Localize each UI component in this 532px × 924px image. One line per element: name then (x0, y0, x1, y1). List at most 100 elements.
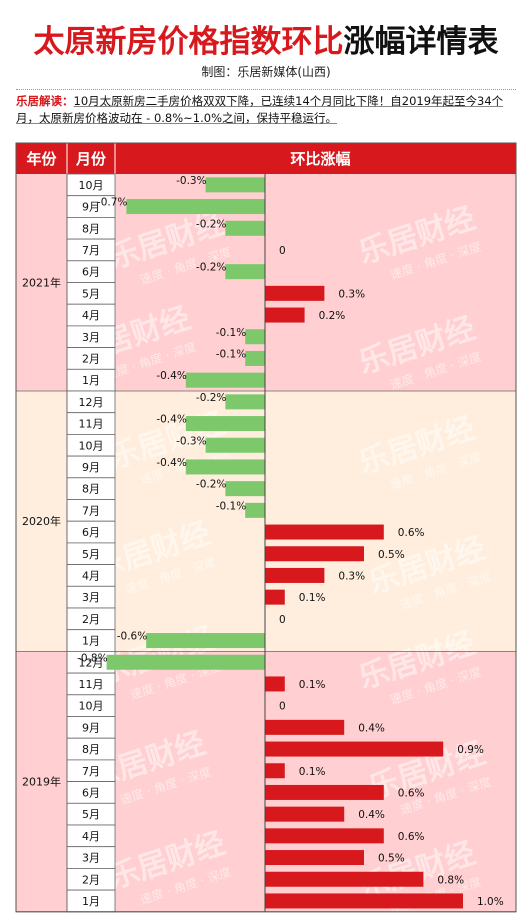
month-label: 1月 (82, 635, 100, 648)
negative-bar (245, 350, 265, 366)
positive-bar (265, 871, 424, 887)
month-label: 3月 (82, 331, 100, 344)
bar-value-label: 0.1% (299, 766, 326, 778)
month-label: 11月 (79, 418, 104, 431)
positive-bar (265, 763, 285, 779)
month-label: 7月 (82, 244, 100, 257)
negative-bar (106, 654, 265, 670)
table-border (15, 142, 517, 913)
bar-value-label: -0.4% (156, 370, 186, 382)
bar-value-label: -0.7% (97, 197, 127, 209)
month-label: 10月 (79, 439, 104, 452)
positive-bar (265, 828, 384, 844)
negative-bar (245, 329, 265, 345)
month-label: 8月 (82, 743, 100, 756)
month-label: 8月 (82, 222, 100, 235)
bar-value-label: 0.2% (319, 310, 346, 322)
bar-value-label: 0 (279, 614, 286, 626)
negative-bar (185, 372, 265, 388)
month-label: 12月 (79, 396, 104, 409)
negative-bar (225, 220, 265, 236)
note-divider (16, 89, 516, 91)
bar-value-label: -0.1% (216, 327, 246, 339)
negative-bar (146, 633, 265, 649)
header-year: 年份 (26, 150, 57, 168)
bar-value-label: 0 (279, 245, 286, 257)
month-label: 7月 (82, 765, 100, 778)
month-label: 7月 (82, 504, 100, 517)
month-label: 9月 (82, 721, 100, 734)
note-label: 乐居解读： (16, 94, 74, 108)
month-label: 2月 (82, 873, 100, 886)
month-label: 8月 (82, 483, 100, 496)
negative-bar (245, 502, 265, 518)
month-label: 6月 (82, 266, 100, 279)
positive-bar (265, 719, 345, 735)
month-label: 11月 (79, 678, 104, 691)
month-label: 6月 (82, 526, 100, 539)
bar-value-label: -0.4% (156, 457, 186, 469)
positive-bar (265, 741, 444, 757)
bar-value-label: 1.0% (477, 896, 504, 908)
analysis-note: 乐居解读：10月太原新房二手房价格双双下降，已连续14个月同比下降！自2019年… (16, 93, 521, 127)
month-label: 4月 (82, 830, 100, 843)
negative-bar (225, 264, 265, 280)
bar-value-label: 0.4% (358, 809, 385, 821)
month-label: 10月 (79, 179, 104, 192)
bar-value-label: -0.2% (196, 218, 226, 230)
negative-bar (185, 416, 265, 432)
table-header-background (16, 143, 516, 174)
bar-value-label: -0.6% (117, 631, 147, 643)
page-title: 太原新房价格指数环比涨幅详情表 (0, 16, 532, 61)
header-month: 月份 (75, 150, 107, 168)
year-label: 2020年 (22, 514, 61, 528)
positive-bar (265, 806, 345, 822)
year-label: 2019年 (22, 775, 61, 789)
bar-value-label: -0.4% (156, 414, 186, 426)
positive-bar (265, 285, 325, 301)
bar-value-label: 0.1% (299, 592, 326, 604)
bar-value-label: 0.9% (457, 744, 484, 756)
bar-value-label: -0.2% (196, 262, 226, 274)
month-label: 1月 (82, 895, 100, 908)
positive-bar (265, 850, 364, 866)
month-label: 3月 (82, 852, 100, 865)
bar-value-label: 0.8% (437, 874, 464, 886)
month-label: 12月 (79, 656, 104, 669)
bar-value-label: 0.6% (398, 787, 425, 799)
positive-bar (265, 546, 364, 562)
month-label: 2月 (82, 352, 100, 365)
negative-bar (225, 481, 265, 497)
title-part-red: 太原新房价格指数环比 (33, 24, 344, 60)
month-label: 1月 (82, 374, 100, 387)
positive-bar (265, 676, 285, 692)
bar-value-label: -0.2% (196, 479, 226, 491)
month-label: 4月 (82, 309, 100, 322)
positive-bar (265, 524, 384, 540)
bar-value-label: -0.3% (176, 435, 206, 447)
bar-value-label: 0.5% (378, 853, 405, 865)
month-label: 9月 (82, 201, 100, 214)
month-label: 4月 (82, 569, 100, 582)
negative-bar (205, 437, 265, 453)
title-part-black: 涨幅详情表 (343, 24, 499, 60)
year-label: 2021年 (22, 276, 61, 290)
header-change: 环比涨幅 (290, 150, 350, 168)
positive-bar (265, 307, 305, 323)
chart-credit: 制图：乐居新媒体(山西) (201, 65, 331, 79)
month-label: 2月 (82, 613, 100, 626)
bar-value-label: 0.3% (338, 288, 365, 300)
negative-bar (126, 199, 266, 215)
month-label: 9月 (82, 461, 100, 474)
month-label: 5月 (82, 287, 100, 300)
bar-value-label: -0.1% (216, 348, 246, 360)
bar-value-label: -0.8% (77, 652, 107, 664)
positive-bar (265, 567, 325, 583)
month-label: 3月 (82, 591, 100, 604)
negative-bar (205, 177, 265, 193)
bar-value-label: -0.2% (196, 392, 226, 404)
note-text: 10月太原新房二手房价格双双下降，已连续14个月同比下降！自2019年起至今34… (16, 94, 504, 125)
positive-bar (265, 784, 384, 800)
bar-value-label: -0.1% (216, 500, 246, 512)
